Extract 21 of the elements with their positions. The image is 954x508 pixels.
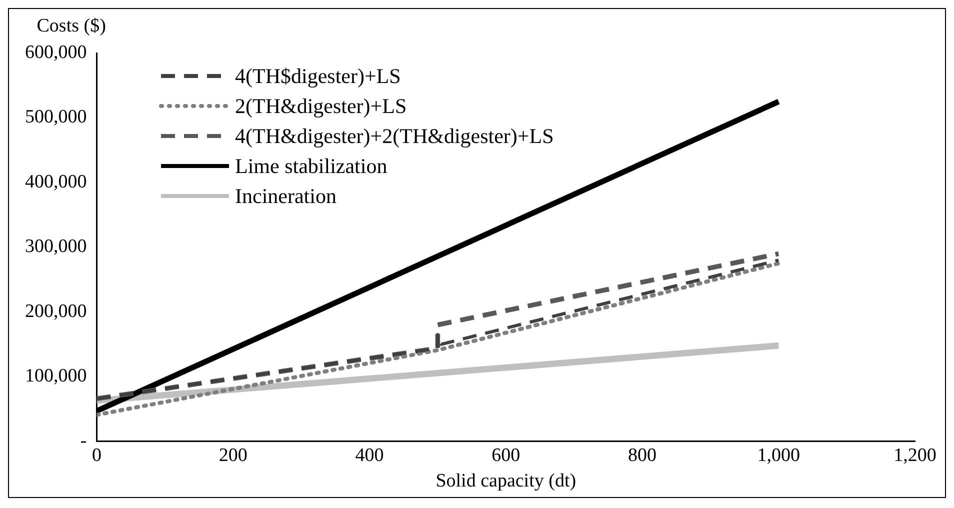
x-tick-label: 1,200 [894, 444, 936, 466]
x-tick-label: 800 [628, 444, 656, 466]
x-tick-label: 0 [92, 444, 102, 466]
legend-label: Lime stabilization [235, 153, 388, 180]
x-tick-label: 200 [218, 444, 248, 466]
legend-label: 4(TH$digester)+LS [235, 63, 401, 90]
legend-label: Incineration [235, 183, 336, 210]
x-tick-label: 600 [492, 444, 520, 466]
y-axis-title: Costs ($) [36, 15, 106, 36]
y-tick-label: 500,000 [25, 106, 87, 128]
x-tick-label: 1,000 [757, 444, 800, 466]
y-tick-label: - [80, 430, 87, 452]
y-tick-label: 400,000 [25, 171, 87, 192]
x-axis-title: Solid capacity (dt) [436, 470, 576, 492]
legend-label: 2(TH&digester)+LS [235, 93, 407, 120]
x-tick-label: 400 [355, 444, 384, 466]
y-tick-label: 200,000 [25, 300, 87, 322]
y-tick-label: 600,000 [25, 42, 87, 63]
legend-label: 4(TH&digester)+2(TH&digester)+LS [235, 123, 554, 150]
y-tick-label: 100,000 [25, 366, 87, 387]
y-tick-label: 300,000 [25, 236, 87, 258]
